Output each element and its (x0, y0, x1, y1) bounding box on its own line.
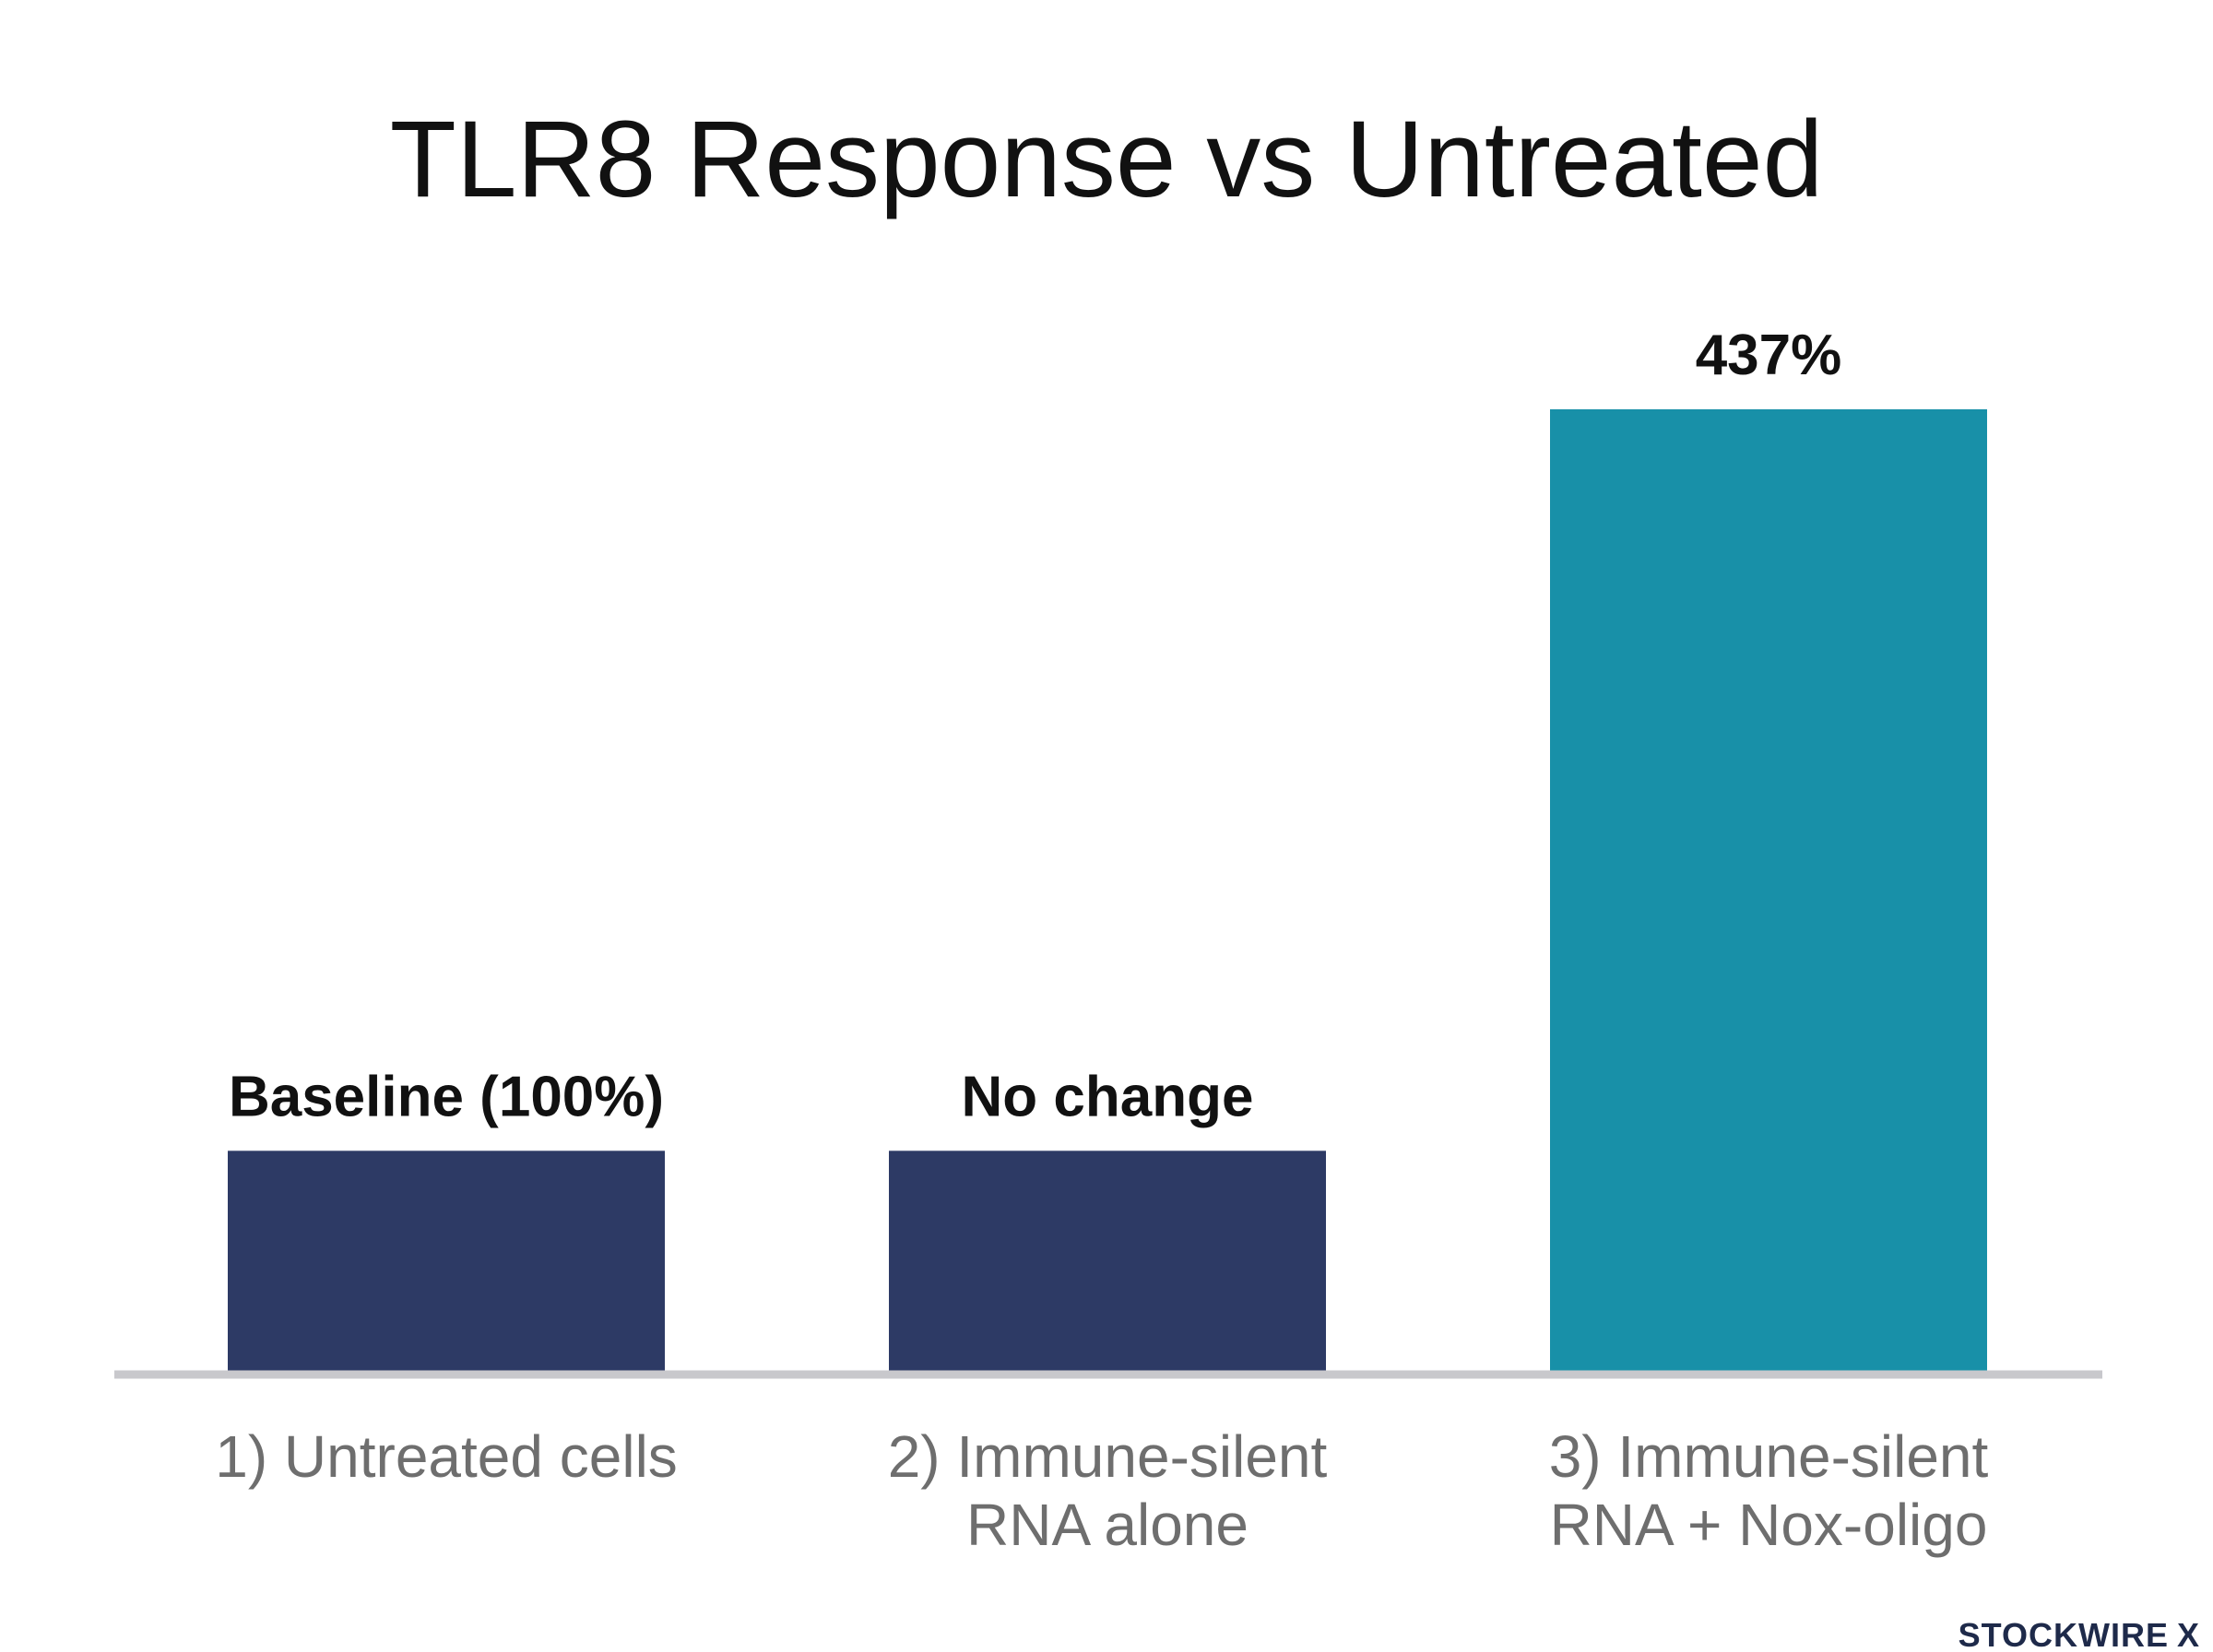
brand-mark: X (2177, 1616, 2200, 1652)
data-label-3: 437% (1696, 324, 1842, 387)
category-label-1-line-1: 1) Untreated cells (215, 1423, 678, 1490)
category-label-2-line-2: RNA alone (966, 1492, 1249, 1558)
category-label-2-line-1: 2) Immune-silent (888, 1423, 1328, 1490)
category-label-3-line-2: RNA + Nox-oligo (1550, 1492, 1988, 1558)
data-labels-group: Baseline (100%) No change 437% (229, 324, 1841, 1128)
category-label-3-line-1: 3) Immune-silent (1549, 1423, 1989, 1490)
bars-group (228, 409, 1987, 1371)
data-label-1: Baseline (100%) (229, 1065, 664, 1128)
bar-1 (228, 1150, 665, 1371)
chart-title: TLR8 Response vs Untreated (390, 99, 1823, 220)
bar-2 (889, 1150, 1326, 1371)
brand-logo: STOCKWIRE X (1959, 1616, 2200, 1652)
bar-3 (1550, 409, 1987, 1371)
brand-name: STOCKWIRE (1959, 1616, 2169, 1652)
data-label-2: No change (962, 1065, 1254, 1128)
